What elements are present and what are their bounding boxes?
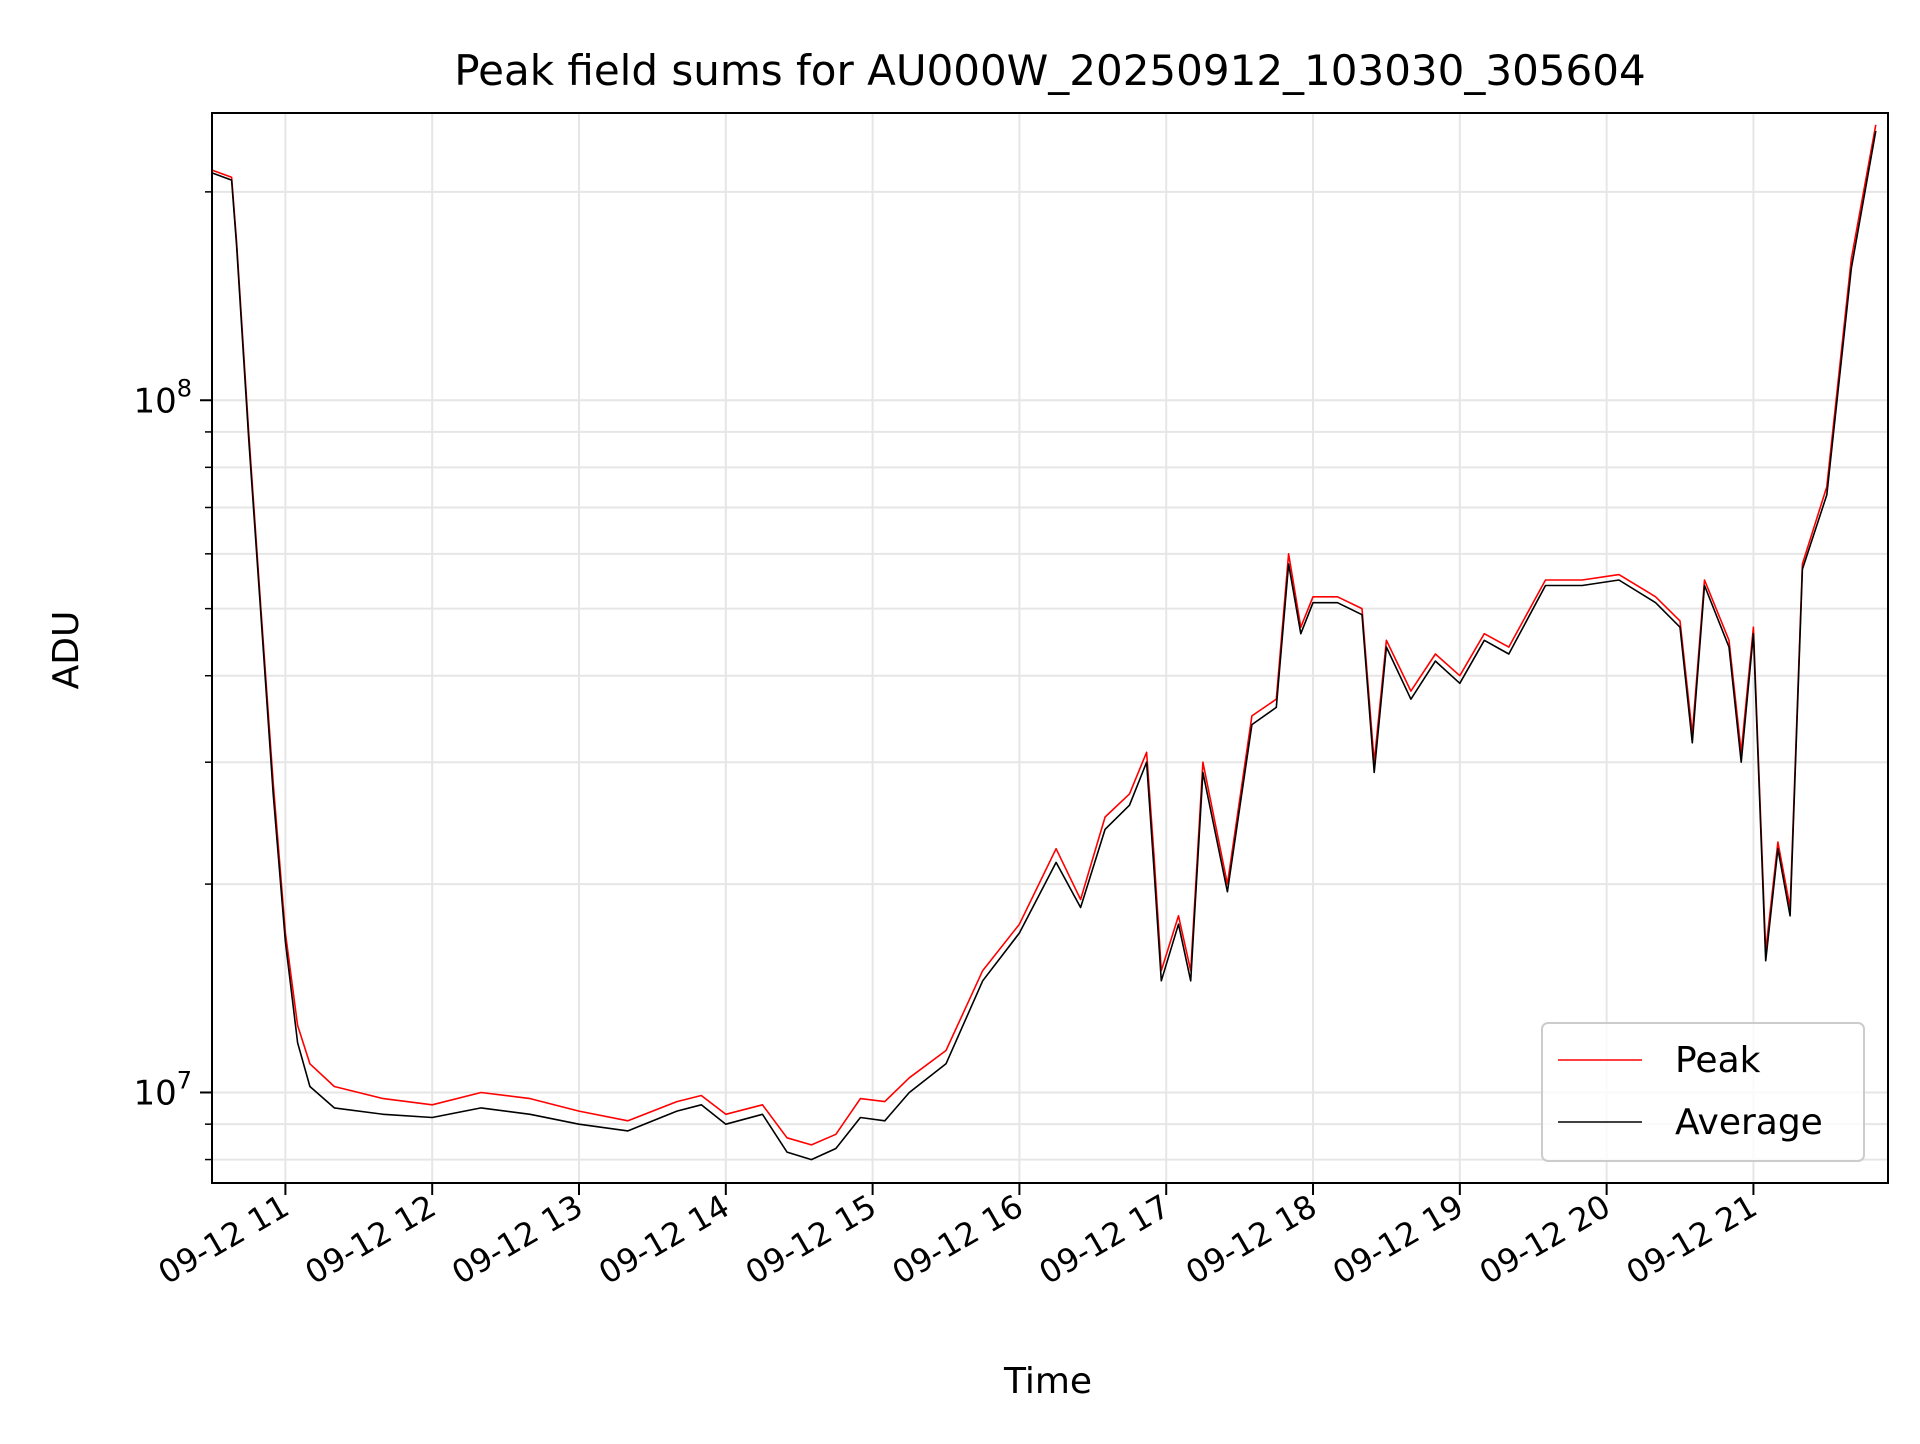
- y-axis-label: ADU: [46, 611, 87, 690]
- plot-frame: [211, 112, 1889, 1184]
- legend-label-peak: Peak: [1675, 1040, 1761, 1081]
- y-tick-label: 108: [133, 374, 192, 421]
- series-layer: [211, 124, 1877, 1161]
- legend-box: [1541, 1022, 1865, 1162]
- series-line-average: [211, 130, 1877, 1161]
- legend: Peak Average: [1541, 1022, 1865, 1162]
- legend-label-average: Average: [1675, 1102, 1823, 1143]
- x-axis-label: Time: [1003, 1361, 1092, 1402]
- chart-title: Peak field sums for AU000W_20250912_1030…: [454, 46, 1645, 95]
- y-tick-label: 107: [133, 1066, 192, 1113]
